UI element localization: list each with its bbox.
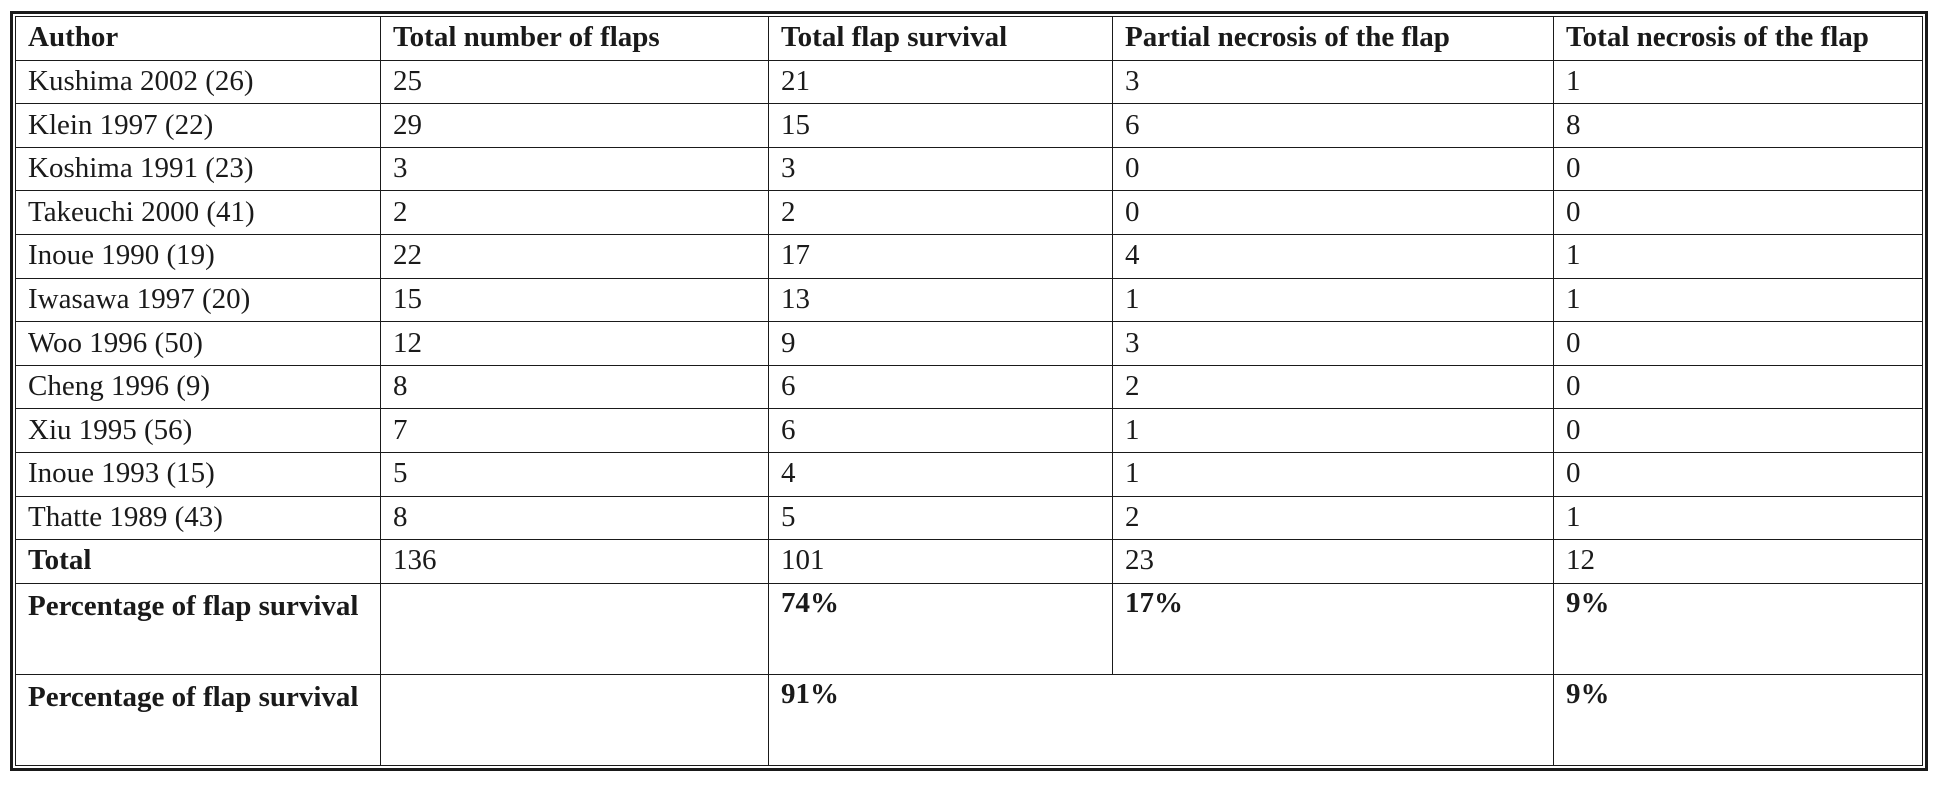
table-row: Xiu 1995 (56) 7 6 1 0 [15, 408, 1923, 453]
cell-necrosis: 0 [1553, 364, 1923, 410]
cell-author: Woo 1996 (50) [15, 321, 381, 366]
header-partial-necrosis: Partial necrosis of the flap [1112, 16, 1554, 61]
total-flaps-value: 136 [380, 539, 769, 584]
table-row: Cheng 1996 (9) 8 6 2 0 [15, 364, 1923, 410]
cell-total-flaps: 7 [380, 408, 769, 453]
cell-total-flaps: 22 [380, 233, 769, 279]
cell-author: Cheng 1996 (9) [15, 364, 381, 410]
flap-outcomes-table-frame: Author Total number of flaps Total flap … [10, 11, 1928, 771]
cell-necrosis: 1 [1553, 233, 1923, 279]
table-row: Thatte 1989 (43) 8 5 2 1 [15, 495, 1923, 541]
table-row: Woo 1996 (50) 12 9 3 0 [15, 321, 1923, 366]
percentage-row-2: Percentage of flap survival 91% 9% [15, 673, 1923, 766]
header-author: Author [15, 16, 381, 61]
cell-survival: 13 [768, 277, 1113, 323]
header-total-survival: Total flap survival [768, 16, 1113, 61]
cell-total-flaps: 5 [380, 451, 769, 497]
total-row: Total 136 101 23 12 [15, 539, 1923, 584]
cell-survival: 9 [768, 321, 1113, 366]
cell-total-flaps: 29 [380, 103, 769, 148]
percentage-row-1-label: Percentage of flap survival [15, 582, 381, 675]
cell-survival: 17 [768, 233, 1113, 279]
cell-necrosis: 1 [1553, 59, 1923, 105]
cell-total-flaps: 2 [380, 190, 769, 235]
flap-outcomes-table: Author Total number of flaps Total flap … [15, 16, 1923, 766]
table-row: Inoue 1993 (15) 5 4 1 0 [15, 451, 1923, 497]
cell-necrosis: 0 [1553, 451, 1923, 497]
cell-partial: 0 [1112, 146, 1554, 192]
cell-total-flaps: 8 [380, 364, 769, 410]
cell-necrosis: 0 [1553, 408, 1923, 453]
cell-author: Inoue 1990 (19) [15, 233, 381, 279]
cell-author: Iwasawa 1997 (20) [15, 277, 381, 323]
percentage-row-2-total-flaps [380, 673, 769, 766]
cell-author: Xiu 1995 (56) [15, 408, 381, 453]
table-row: Kushima 2002 (26) 25 21 3 1 [15, 59, 1923, 105]
table-row: Iwasawa 1997 (20) 15 13 1 1 [15, 277, 1923, 323]
percentage-row-2-label: Percentage of flap survival [15, 673, 381, 766]
percentage-row-2-survival-combined: 91% [768, 673, 1554, 766]
cell-total-flaps: 12 [380, 321, 769, 366]
cell-survival: 6 [768, 364, 1113, 410]
header-total-necrosis: Total necrosis of the flap [1553, 16, 1923, 61]
total-partial-value: 23 [1112, 539, 1554, 584]
cell-partial: 2 [1112, 364, 1554, 410]
cell-partial: 3 [1112, 59, 1554, 105]
cell-partial: 6 [1112, 103, 1554, 148]
percentage-row-2-necrosis: 9% [1553, 673, 1923, 766]
cell-author: Thatte 1989 (43) [15, 495, 381, 541]
cell-necrosis: 0 [1553, 146, 1923, 192]
table-row: Takeuchi 2000 (41) 2 2 0 0 [15, 190, 1923, 235]
cell-survival: 5 [768, 495, 1113, 541]
cell-partial: 3 [1112, 321, 1554, 366]
cell-author: Takeuchi 2000 (41) [15, 190, 381, 235]
cell-author: Klein 1997 (22) [15, 103, 381, 148]
cell-total-flaps: 15 [380, 277, 769, 323]
cell-author: Koshima 1991 (23) [15, 146, 381, 192]
table-row: Klein 1997 (22) 29 15 6 8 [15, 103, 1923, 148]
cell-survival: 3 [768, 146, 1113, 192]
cell-survival: 15 [768, 103, 1113, 148]
percentage-row-1-necrosis: 9% [1553, 582, 1923, 675]
cell-partial: 2 [1112, 495, 1554, 541]
total-survival-value: 101 [768, 539, 1113, 584]
cell-partial: 1 [1112, 451, 1554, 497]
header-row: Author Total number of flaps Total flap … [15, 16, 1923, 61]
cell-necrosis: 1 [1553, 277, 1923, 323]
cell-partial: 4 [1112, 233, 1554, 279]
cell-necrosis: 8 [1553, 103, 1923, 148]
cell-author: Kushima 2002 (26) [15, 59, 381, 105]
percentage-row-1: Percentage of flap survival 74% 17% 9% [15, 582, 1923, 675]
cell-survival: 4 [768, 451, 1113, 497]
table-row: Inoue 1990 (19) 22 17 4 1 [15, 233, 1923, 279]
percentage-row-1-partial: 17% [1112, 582, 1554, 675]
cell-total-flaps: 25 [380, 59, 769, 105]
cell-total-flaps: 8 [380, 495, 769, 541]
cell-partial: 1 [1112, 408, 1554, 453]
percentage-row-1-survival: 74% [768, 582, 1113, 675]
cell-survival: 6 [768, 408, 1113, 453]
cell-survival: 21 [768, 59, 1113, 105]
percentage-row-1-total-flaps [380, 582, 769, 675]
cell-partial: 1 [1112, 277, 1554, 323]
cell-necrosis: 0 [1553, 190, 1923, 235]
cell-total-flaps: 3 [380, 146, 769, 192]
cell-necrosis: 0 [1553, 321, 1923, 366]
cell-necrosis: 1 [1553, 495, 1923, 541]
total-necrosis-value: 12 [1553, 539, 1923, 584]
header-total-flaps: Total number of flaps [380, 16, 769, 61]
cell-survival: 2 [768, 190, 1113, 235]
total-label: Total [15, 539, 381, 584]
cell-partial: 0 [1112, 190, 1554, 235]
table-row: Koshima 1991 (23) 3 3 0 0 [15, 146, 1923, 192]
cell-author: Inoue 1993 (15) [15, 451, 381, 497]
